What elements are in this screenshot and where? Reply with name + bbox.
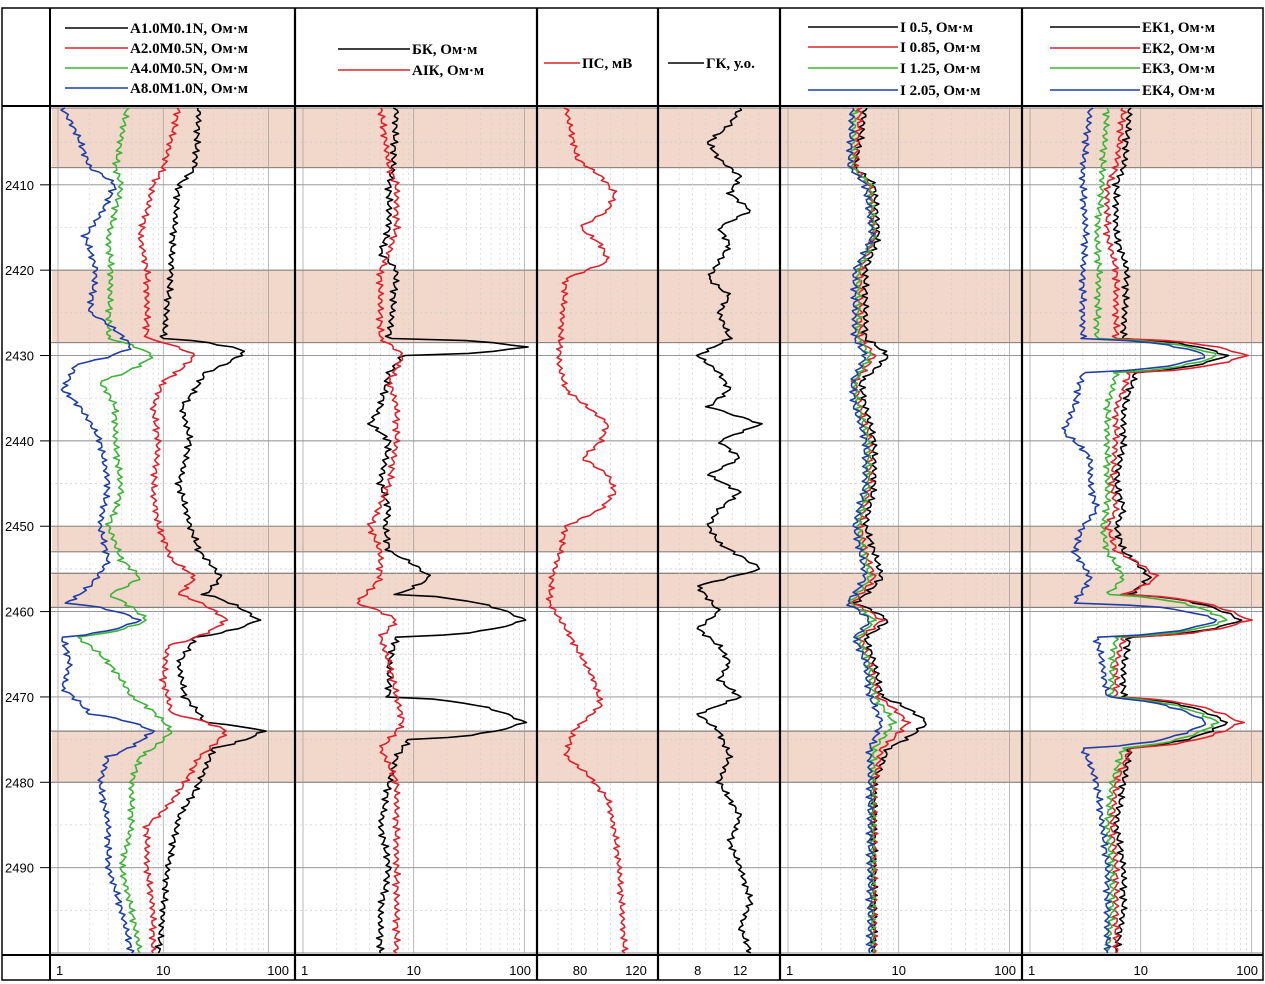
scale-tick-label: 1 [301, 963, 308, 978]
depth-label: 2410 [5, 178, 34, 193]
scale-tick-label: 100 [509, 963, 531, 978]
scale-tick-label: 10 [156, 963, 170, 978]
legend-label: ЕК2, Ом·м [1142, 41, 1215, 57]
legend-label: ЕК1, Ом·м [1142, 20, 1215, 36]
scale-tick-label: 1 [786, 963, 793, 978]
depth-label: 2460 [5, 605, 34, 620]
scale-tick-label: 100 [267, 963, 289, 978]
track-legends: A1.0M0.1N, Ом·м A2.0M0.5N, Ом·м A4.0M0.5N,… [65, 20, 1215, 99]
curve-gk-0 [695, 107, 763, 954]
scale-tick-label: 10 [891, 963, 905, 978]
legend-label: I 1.25, Ом·м [900, 61, 980, 77]
curve-lateral-0 [154, 107, 267, 954]
curve-lateral-3 [60, 107, 156, 954]
legend-label: A1.0M0.1N, Ом·м [130, 21, 248, 37]
curve-ek-2 [1093, 107, 1228, 954]
legend-label: ГК, у.о. [706, 56, 755, 72]
legend-label: A2.0M0.5N, Ом·м [130, 41, 248, 57]
scale-ticks: 1 10 100 1 10 100 80 120 8 12 1 10 100 1 10 100 [56, 963, 1258, 978]
curve-induction-3 [845, 107, 884, 954]
depth-axis: 2410 2420 2430 2440 2450 2460 2470 2480 2490 [5, 178, 50, 876]
track-frames [1, 7, 1264, 981]
legend-label: I 0.5, Ом·м [900, 20, 973, 36]
legend-label: A4.0M0.5N, Ом·м [130, 61, 248, 77]
legend-label: ПС, мВ [582, 56, 632, 72]
legend-label: АІК, Ом·м [412, 63, 484, 79]
legend-label: I 0.85, Ом·м [900, 40, 980, 56]
curve-induction-0 [851, 107, 927, 954]
depth-label: 2450 [5, 519, 34, 534]
outer-frame [1, 7, 1264, 981]
scale-tick-label: 120 [625, 963, 647, 978]
curve-ek-1 [1102, 107, 1253, 954]
scale-tick-label: 100 [1236, 963, 1258, 978]
curve-ek-0 [1111, 107, 1243, 954]
scale-tick-label: 80 [573, 963, 587, 978]
curve-induction-2 [847, 107, 898, 954]
scale-tick-label: 10 [406, 963, 420, 978]
legend-label: БК, Ом·м [412, 42, 477, 58]
scale-tick-label: 1 [1028, 963, 1035, 978]
depth-label: 2420 [5, 263, 34, 278]
curve-lateralog-0 [367, 107, 529, 954]
depth-label: 2470 [5, 690, 34, 705]
curve-ek-3 [1061, 107, 1218, 954]
legend-label: ЕК4, Ом·м [1142, 83, 1215, 99]
curve-sp-0 [545, 107, 629, 954]
depth-label: 2440 [5, 434, 34, 449]
depth-label: 2490 [5, 861, 34, 876]
scale-tick-label: 1 [56, 963, 63, 978]
scale-tick-label: 100 [994, 963, 1016, 978]
curve-lateral-2 [77, 107, 173, 954]
legend-label: ЕК3, Ом·м [1142, 61, 1215, 77]
depth-label: 2480 [5, 775, 34, 790]
log-curves [60, 107, 1253, 954]
legend-label: A8.0M1.0N, Ом·м [130, 81, 248, 97]
highlight-bands [50, 107, 1263, 783]
scale-tick-label: 10 [1133, 963, 1147, 978]
curve-lateralog-1 [356, 107, 405, 954]
scale-tick-label: 12 [733, 963, 747, 978]
curve-lateral-1 [137, 107, 229, 954]
scale-tick-label: 8 [694, 963, 701, 978]
depth-label: 2430 [5, 349, 34, 364]
legend-label: I 2.05, Ом·м [900, 83, 980, 99]
grid-lines [50, 108, 1263, 954]
